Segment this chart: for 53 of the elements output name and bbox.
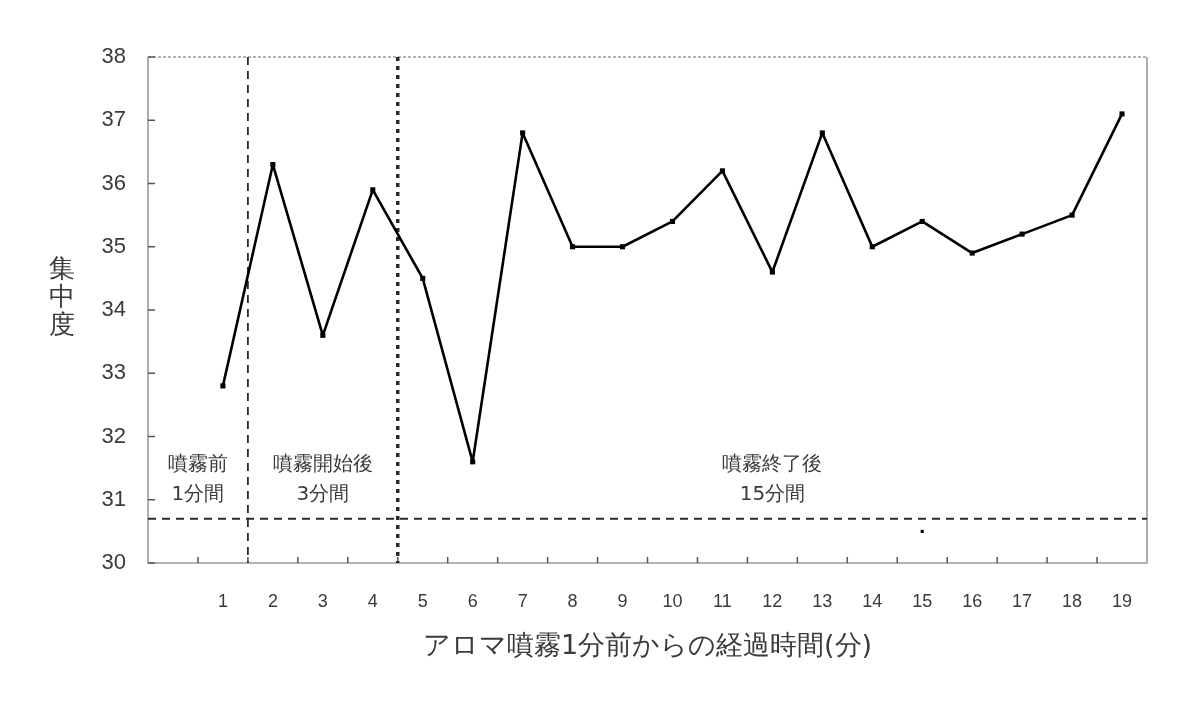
point xyxy=(919,218,925,224)
x-tick-label: 18 xyxy=(1062,590,1083,611)
x-tick-label: 5 xyxy=(417,590,428,611)
y-tick-label: 31 xyxy=(101,485,126,511)
x-tick-label: 6 xyxy=(467,590,478,611)
point xyxy=(220,383,226,389)
point xyxy=(1019,231,1025,237)
point xyxy=(819,130,825,136)
x-tick-label: 16 xyxy=(962,590,983,611)
point xyxy=(1069,212,1075,218)
y-tick-label: 36 xyxy=(101,169,126,195)
x-tick-label: 12 xyxy=(762,590,783,611)
point xyxy=(570,244,576,250)
point xyxy=(470,459,476,465)
x-tick-label: 1 xyxy=(217,590,228,611)
y-tick-label: 30 xyxy=(101,549,126,575)
point xyxy=(669,218,676,224)
x-tick-label: 4 xyxy=(367,590,378,611)
y-tick-label: 35 xyxy=(101,232,126,258)
point xyxy=(869,244,875,250)
x-tick-label: 3 xyxy=(317,590,328,611)
y-axis-title: 集中度 xyxy=(49,252,75,339)
x-tick-label: 11 xyxy=(713,590,732,611)
point xyxy=(1119,111,1125,117)
x-tick-label: 8 xyxy=(567,590,578,611)
point xyxy=(969,250,975,256)
y-tick-label: 33 xyxy=(101,359,126,385)
annotation: 噴霧開始後 3分間 xyxy=(272,450,373,505)
point xyxy=(370,187,376,193)
x-tick-label: 15 xyxy=(912,590,933,611)
y-tick-label: 38 xyxy=(101,43,126,69)
x-tick-label: 14 xyxy=(862,590,883,611)
annotation: 噴霧前 1分間 xyxy=(167,450,228,505)
point xyxy=(520,130,526,136)
x-tick-label: 13 xyxy=(812,590,833,611)
x-axis-title: アロマ噴霧1分前からの経過時間(分) xyxy=(422,629,873,661)
point xyxy=(320,332,326,338)
annotation: 噴霧終了後 15分間 xyxy=(722,450,823,505)
x-tick-label: 9 xyxy=(617,590,628,611)
point xyxy=(719,168,725,174)
point xyxy=(769,269,775,275)
point xyxy=(270,161,276,168)
point xyxy=(920,529,924,533)
x-tick-label: 2 xyxy=(267,590,278,611)
x-tick-label: 19 xyxy=(1112,590,1133,611)
y-tick-label: 37 xyxy=(101,106,126,132)
point xyxy=(619,244,626,250)
point xyxy=(420,275,426,281)
y-tick-label: 34 xyxy=(101,296,126,322)
x-tick-label: 17 xyxy=(1012,590,1033,611)
x-tick-label: 7 xyxy=(517,590,528,611)
x-tick-label: 10 xyxy=(662,590,683,611)
y-tick-label: 32 xyxy=(101,422,126,448)
